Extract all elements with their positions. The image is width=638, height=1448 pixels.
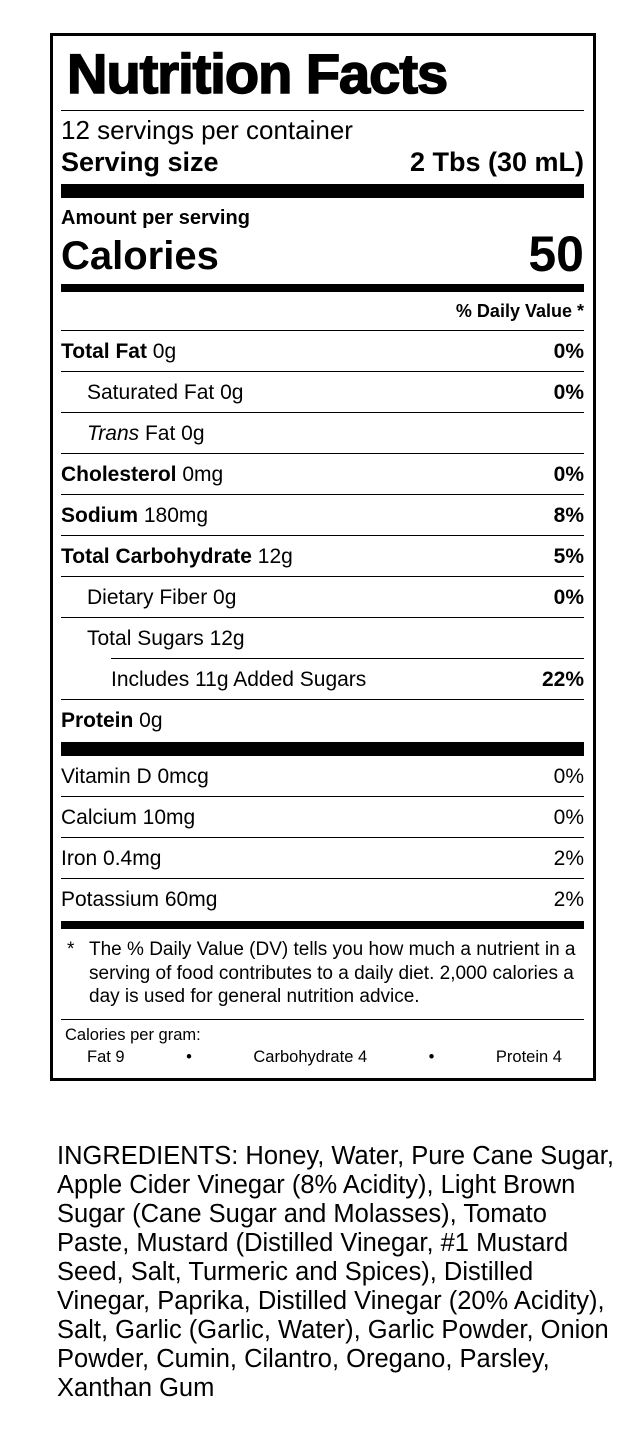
medium-divider-bar-calories: [61, 284, 584, 292]
calories-label: Calories: [61, 234, 219, 278]
nutrient-row: Includes 11g Added Sugars 22%: [111, 658, 584, 699]
nutrient-daily-value: 0%: [553, 340, 584, 363]
nutrient-name: Calcium 10mg: [61, 806, 196, 829]
calories-per-gram-section: Calories per gram: Fat 9 • Carbohydrate 4 •…: [61, 1018, 584, 1070]
serving-info: 12 servings per container Serving size 2…: [61, 111, 584, 184]
nutrient-name: Sodium 180mg: [61, 504, 209, 527]
nutrient-row: Saturated Fat 0g 0%: [61, 371, 584, 412]
serving-size-row: Serving size 2 Tbs (30 mL): [61, 146, 584, 178]
medium-divider-bar-vitamins: [61, 921, 584, 929]
nutrient-name: Iron 0.4mg: [61, 847, 162, 870]
calories-row: Calories 50: [61, 226, 584, 284]
ingredients-text: INGREDIENTS: Honey, Water, Pure Cane Sug…: [57, 1142, 614, 1402]
thick-divider-bar-protein: [61, 742, 584, 756]
nutrient-name: Saturated Fat 0g: [87, 381, 244, 404]
label-title: Nutrition Facts: [66, 41, 449, 106]
title-divider: [61, 110, 584, 111]
nutrient-row: Total Carbohydrate 12g 5%: [61, 535, 584, 576]
nutrient-row: Dietary Fiber 0g 0%: [61, 576, 584, 617]
nutrient-name: Total Sugars 12g: [87, 627, 245, 650]
nutrient-daily-value: 5%: [553, 545, 584, 568]
calories-per-gram-item: Carbohydrate 4: [253, 1047, 368, 1066]
nutrient-daily-value: 0%: [553, 806, 584, 829]
nutrient-name: Cholesterol 0mg: [61, 463, 224, 486]
nutrient-row: Sodium 180mg 8%: [61, 494, 584, 535]
nutrient-row: Calcium 10mg 0%: [61, 796, 584, 837]
serving-size-label: Serving size: [61, 147, 219, 177]
nutrient-row: Total Sugars 12g: [61, 617, 584, 658]
nutrient-name: Trans Fat 0g: [87, 422, 205, 445]
daily-value-header: % Daily Value *: [455, 301, 584, 321]
nutrient-name: Total Fat 0g: [61, 340, 177, 363]
amount-per-serving-label: Amount per serving: [61, 207, 250, 229]
nutrient-name: Protein 0g: [61, 709, 163, 732]
servings-per-container: 12 servings per container: [61, 115, 353, 145]
footnote-asterisk: *: [67, 939, 75, 960]
calories-value: 50: [528, 226, 584, 282]
nutrient-row: Cholesterol 0mg 0%: [61, 453, 584, 494]
nutrient-name: Total Carbohydrate 12g: [61, 545, 293, 568]
nutrient-name: Vitamin D 0mcg: [61, 765, 209, 788]
calories-per-gram-row: Fat 9 • Carbohydrate 4 • Protein 4: [61, 1046, 584, 1068]
nutrient-daily-value: 8%: [553, 504, 584, 527]
nutrient-row: Vitamin D 0mcg 0%: [61, 756, 584, 796]
nutrient-name: Potassium 60mg: [61, 888, 218, 911]
nutrient-row: Trans Fat 0g: [61, 412, 584, 453]
bullet-separator: •: [428, 1047, 435, 1066]
calories-per-gram-title: Calories per gram:: [65, 1025, 201, 1044]
nutrient-daily-value: 0%: [553, 586, 584, 609]
serving-size-value: 2 Tbs (30 mL): [409, 147, 584, 177]
nutrient-daily-value: 2%: [553, 847, 584, 870]
nutrient-daily-value: 22%: [541, 668, 584, 691]
bullet-separator: •: [186, 1047, 192, 1066]
nutrient-rows: Total Fat 0g 0% Saturated Fat 0g 0% Trans Fa…: [61, 330, 584, 740]
nutrient-daily-value: 0%: [553, 381, 584, 404]
calories-per-gram-item: Protein 4: [495, 1047, 562, 1066]
nutrient-daily-value: 0%: [553, 765, 584, 788]
thick-divider-bar-top: [61, 184, 584, 198]
vitamin-rows: Vitamin D 0mcg 0% Calcium 10mg 0% Iron 0.4mg…: [61, 756, 584, 919]
daily-value-footnote: * The % Daily Value (DV) tells you how m…: [61, 929, 584, 1019]
nutrient-name: Includes 11g Added Sugars: [111, 668, 367, 691]
nutrient-row: Protein 0g: [61, 699, 584, 740]
nutrient-row: Potassium 60mg 2%: [61, 878, 584, 919]
calories-per-gram-item: Fat 9: [87, 1047, 125, 1066]
nutrient-daily-value: 2%: [553, 888, 584, 911]
nutrient-row: Total Fat 0g 0%: [61, 330, 584, 371]
nutrient-name: Dietary Fiber 0g: [87, 586, 237, 609]
footnote-text: The % Daily Value (DV) tells you how muc…: [89, 939, 576, 1007]
nutrition-facts-label: Nutrition Facts 12 servings per containe…: [50, 33, 596, 1081]
nutrient-daily-value: 0%: [553, 463, 584, 486]
nutrient-row: Iron 0.4mg 2%: [61, 837, 584, 878]
